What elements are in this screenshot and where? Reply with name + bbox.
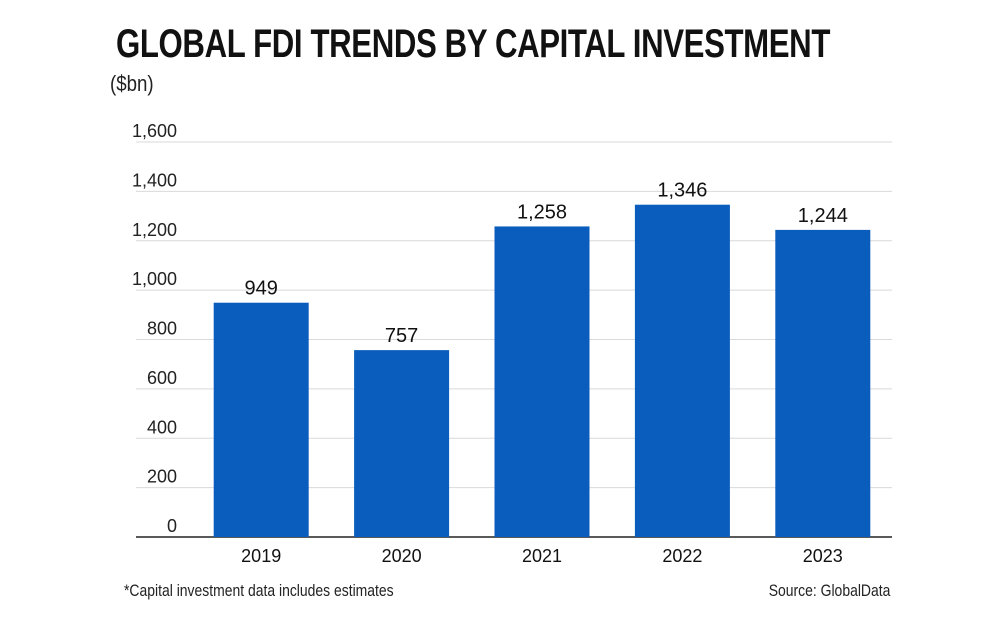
bar — [494, 226, 590, 537]
bar-value-label: 1,258 — [517, 201, 567, 223]
chart-title: GLOBAL FDI TRENDS BY CAPITAL INVESTMENT — [116, 22, 830, 66]
bar — [775, 229, 871, 537]
x-tick-label: 2019 — [241, 546, 281, 566]
y-tick-label: 200 — [147, 467, 177, 487]
bar-value-label: 949 — [245, 278, 278, 300]
x-tick-label: 2020 — [382, 546, 422, 566]
x-tick-label: 2021 — [522, 546, 562, 566]
bar — [354, 350, 450, 537]
y-tick-label: 1,200 — [132, 220, 177, 240]
x-tick-label: 2023 — [803, 546, 843, 566]
y-tick-label: 1,600 — [132, 121, 177, 141]
footnote: *Capital investment data includes estima… — [124, 581, 394, 600]
y-tick-label: 1,000 — [132, 269, 177, 289]
bar — [213, 302, 309, 537]
bar-value-label: 1,346 — [657, 180, 707, 202]
bar — [634, 204, 730, 538]
y-tick-label: 400 — [147, 417, 177, 437]
y-tick-label: 1,400 — [132, 170, 177, 190]
y-tick-label: 800 — [147, 319, 177, 339]
source-note: Source: GlobalData — [768, 581, 890, 600]
y-tick-label: 0 — [167, 516, 177, 536]
y-tick-label: 600 — [147, 368, 177, 388]
bar-value-label: 757 — [385, 325, 418, 347]
x-tick-label: 2022 — [662, 546, 702, 566]
chart-subtitle: ($bn) — [110, 71, 154, 96]
bar-value-label: 1,244 — [798, 205, 848, 227]
